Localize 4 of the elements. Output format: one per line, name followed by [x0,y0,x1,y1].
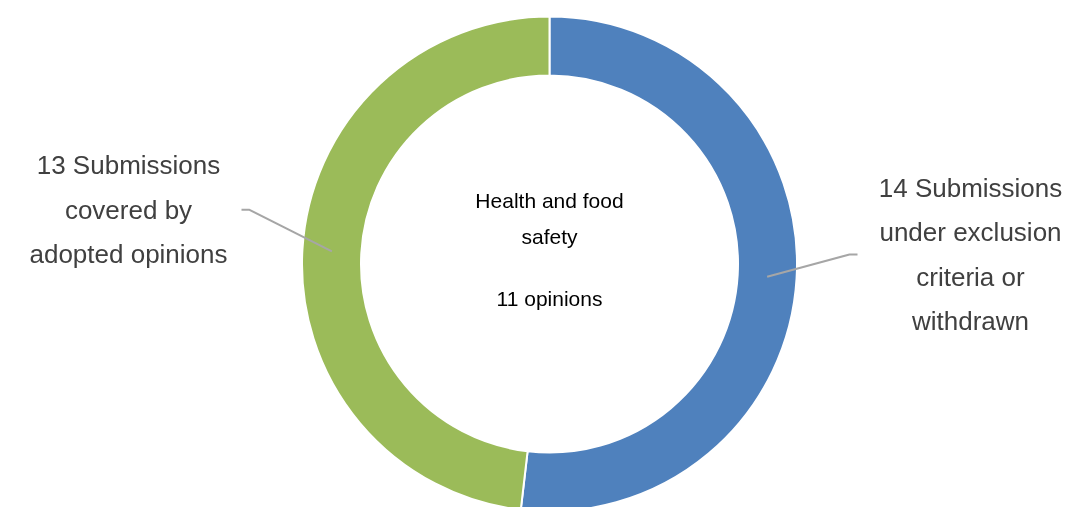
text: 11 opinions [496,287,603,310]
text: Health and food safety [475,189,624,248]
slice-label: 14 Submissions under exclusion criteria or withdrawn [878,172,1063,337]
slice-label: 13 Submissions covered by adopted opinions [29,150,228,270]
